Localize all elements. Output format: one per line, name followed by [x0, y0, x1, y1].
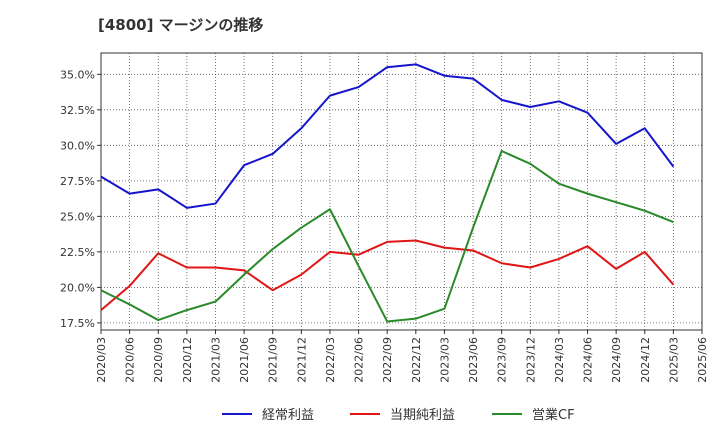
y-tick-label: 27.5% — [60, 175, 95, 188]
series-line-1 — [100, 239, 675, 311]
legend-label-1: 当期純利益 — [390, 408, 455, 423]
x-tick-label: 2022/09 — [381, 337, 394, 383]
grid-lines — [101, 53, 702, 330]
chart-title: [4800] マージンの推移 — [98, 16, 264, 34]
x-tick-label: 2020/12 — [181, 337, 194, 383]
x-tick-label: 2023/12 — [524, 337, 537, 383]
x-tick-label: 2022/06 — [353, 337, 366, 383]
legend: 経常利益 当期純利益 営業CF — [222, 407, 575, 423]
x-tick-label: 2020/03 — [95, 337, 108, 383]
x-tick-label: 2020/06 — [124, 337, 137, 383]
x-tick-label: 2024/12 — [639, 337, 652, 383]
x-axis-ticks: 2020/03 2020/06 2020/09 2020/12 2021/03 2021/… — [95, 330, 709, 383]
y-tick-label: 30.0% — [60, 139, 95, 152]
legend-label-0: 経常利益 — [262, 408, 314, 423]
plot-frame — [100, 52, 703, 331]
x-tick-label: 2022/03 — [324, 337, 337, 383]
legend-label-2: 営業CF — [532, 407, 575, 423]
y-tick-label: 17.5% — [60, 317, 95, 330]
x-tick-label: 2021/03 — [209, 337, 222, 383]
y-tick-label: 25.0% — [60, 210, 95, 223]
x-tick-label: 2021/12 — [295, 337, 308, 383]
x-tick-label: 2023/06 — [467, 337, 480, 383]
y-tick-label: 20.0% — [60, 281, 95, 294]
x-tick-label: 2020/09 — [152, 337, 165, 383]
y-tick-label: 32.5% — [60, 104, 95, 117]
series-line-2 — [100, 150, 674, 323]
x-tick-label: 2022/12 — [410, 337, 423, 383]
x-tick-label: 2024/06 — [582, 337, 595, 383]
x-tick-label: 2025/03 — [667, 337, 680, 383]
y-axis-ticks: 17.5% 20.0% 22.5% 25.0% 27.5% 30.0% 32.5% 35.0% — [60, 68, 101, 330]
series-line-0 — [100, 63, 675, 209]
x-tick-label: 2021/09 — [267, 337, 280, 383]
x-tick-label: 2021/06 — [238, 337, 251, 383]
x-tick-label: 2024/09 — [610, 337, 623, 383]
y-tick-label: 22.5% — [60, 246, 95, 259]
y-tick-label: 35.0% — [60, 68, 95, 81]
series-lines — [100, 63, 675, 323]
x-tick-label: 2023/09 — [496, 337, 509, 383]
x-tick-label: 2024/03 — [553, 337, 566, 383]
x-tick-label: 2023/03 — [438, 337, 451, 383]
x-tick-label: 2025/06 — [696, 337, 709, 383]
